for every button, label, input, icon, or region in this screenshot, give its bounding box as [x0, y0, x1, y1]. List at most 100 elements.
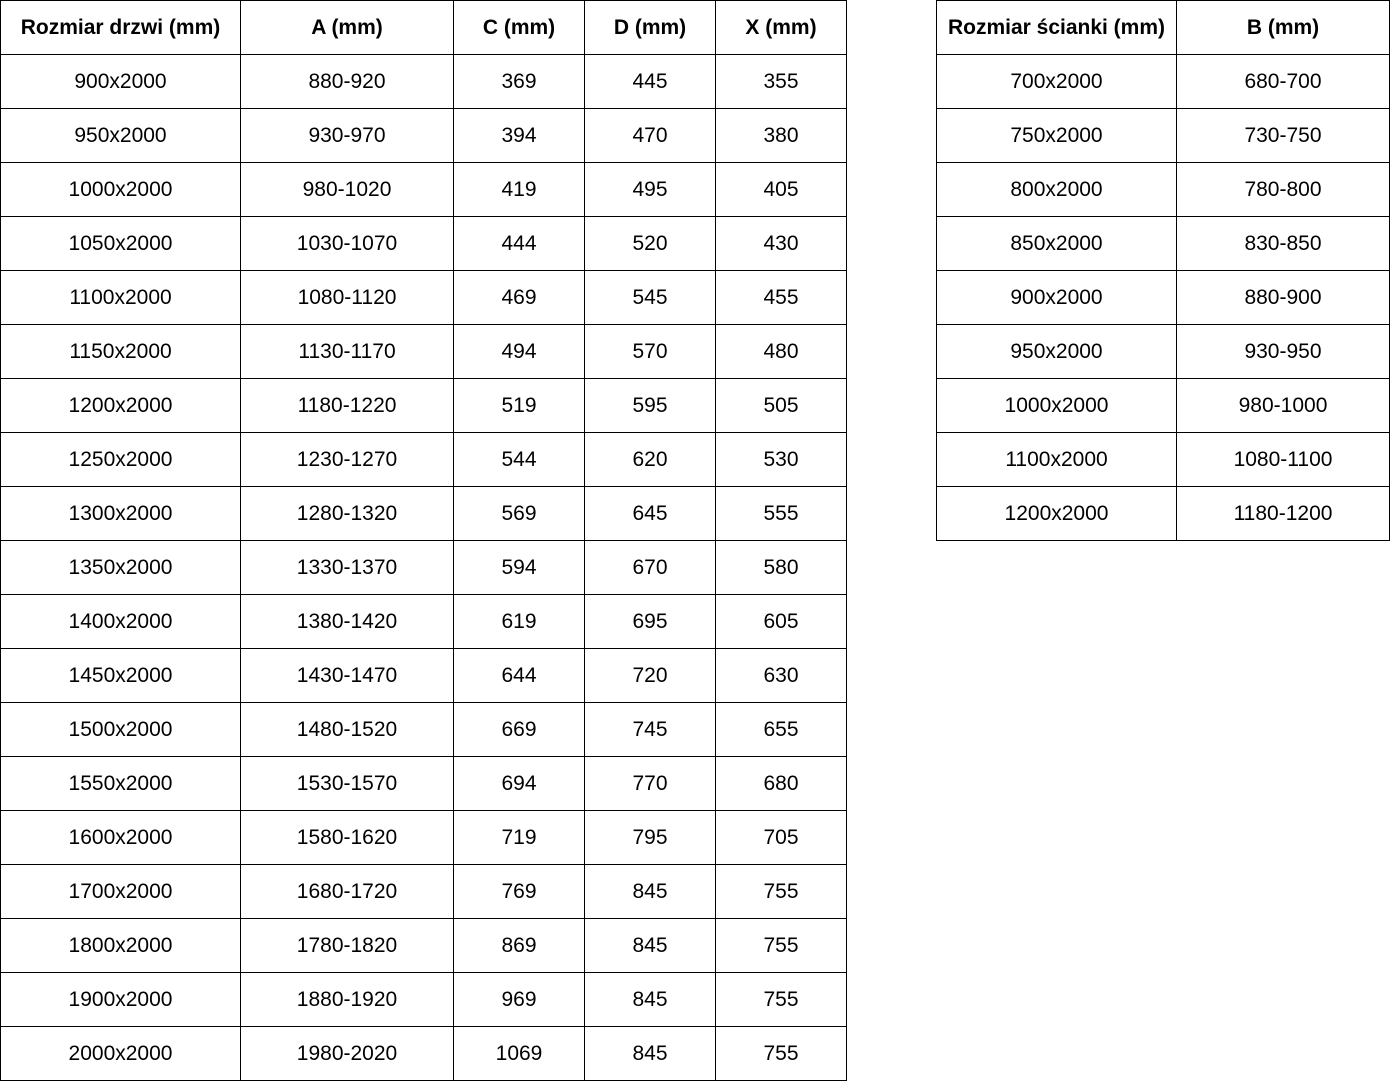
- table-cell: 695: [584, 594, 716, 649]
- table-cell: 1200x2000: [0, 378, 241, 433]
- table-cell: 1180-1200: [1176, 486, 1390, 541]
- table-row: 850x2000 830-850: [936, 216, 1390, 271]
- table-cell: 630: [715, 648, 847, 703]
- table-cell: 670: [584, 540, 716, 595]
- table-row: 1400x2000 1380-1420 619 695 605: [0, 594, 847, 649]
- table-cell: 755: [715, 1026, 847, 1081]
- table-cell: 1100x2000: [0, 270, 241, 325]
- table-cell: 720: [584, 648, 716, 703]
- table-cell: 620: [584, 432, 716, 487]
- table-cell: 355: [715, 54, 847, 109]
- table-cell: 845: [584, 918, 716, 973]
- table-cell: 1400x2000: [0, 594, 241, 649]
- table-cell: 494: [453, 324, 585, 379]
- table-cell: 505: [715, 378, 847, 433]
- table-row: 1200x2000 1180-1200: [936, 486, 1390, 541]
- table-cell: 1180-1220: [240, 378, 454, 433]
- table-cell: 1200x2000: [936, 486, 1177, 541]
- table-cell: 430: [715, 216, 847, 271]
- table-cell: 520: [584, 216, 716, 271]
- table-row: 900x2000 880-920 369 445 355: [0, 54, 847, 109]
- door-sizes-table: Rozmiar drzwi (mm) A (mm) C (mm) D (mm) X (m…: [0, 0, 847, 1081]
- table-cell: 1780-1820: [240, 918, 454, 973]
- table-cell: 950x2000: [0, 108, 241, 163]
- table-cell: 700x2000: [936, 54, 1177, 109]
- table-cell: 455: [715, 270, 847, 325]
- table-cell: 719: [453, 810, 585, 865]
- table-cell: 1100x2000: [936, 432, 1177, 487]
- table-cell: 1800x2000: [0, 918, 241, 973]
- table-cell: 380: [715, 108, 847, 163]
- table-cell: 755: [715, 972, 847, 1027]
- table-cell: 830-850: [1176, 216, 1390, 271]
- table-cell: 769: [453, 864, 585, 919]
- table-cell: 880-920: [240, 54, 454, 109]
- table-cell: 869: [453, 918, 585, 973]
- table-cell: 1450x2000: [0, 648, 241, 703]
- table-cell: 594: [453, 540, 585, 595]
- table-row: 1500x2000 1480-1520 669 745 655: [0, 702, 847, 757]
- table-cell: 1600x2000: [0, 810, 241, 865]
- table-row: 950x2000 930-950: [936, 324, 1390, 379]
- table-cell: 1680-1720: [240, 864, 454, 919]
- table-cell: 705: [715, 810, 847, 865]
- table-cell: 1000x2000: [0, 162, 241, 217]
- table-cell: 1580-1620: [240, 810, 454, 865]
- table-cell: 570: [584, 324, 716, 379]
- table-cell: 1000x2000: [936, 378, 1177, 433]
- table-cell: 595: [584, 378, 716, 433]
- table-row: 1700x2000 1680-1720 769 845 755: [0, 864, 847, 919]
- table-cell: 519: [453, 378, 585, 433]
- table-cell: 655: [715, 702, 847, 757]
- table-cell: 580: [715, 540, 847, 595]
- table-cell: 369: [453, 54, 585, 109]
- table-cell: 1980-2020: [240, 1026, 454, 1081]
- table-cell: 545: [584, 270, 716, 325]
- table-row: 1000x2000 980-1000: [936, 378, 1390, 433]
- table-row: 1600x2000 1580-1620 719 795 705: [0, 810, 847, 865]
- table-row: 700x2000 680-700: [936, 54, 1390, 109]
- table-cell: 445: [584, 54, 716, 109]
- table-cell: 845: [584, 1026, 716, 1081]
- table-cell: 1500x2000: [0, 702, 241, 757]
- table-row: 1100x2000 1080-1120 469 545 455: [0, 270, 847, 325]
- table-cell: 480: [715, 324, 847, 379]
- table-cell: 900x2000: [0, 54, 241, 109]
- table-row: 1150x2000 1130-1170 494 570 480: [0, 324, 847, 379]
- table-cell: 900x2000: [936, 270, 1177, 325]
- table-cell: 930-950: [1176, 324, 1390, 379]
- table-cell: 680-700: [1176, 54, 1390, 109]
- table-cell: 1130-1170: [240, 324, 454, 379]
- wall-panel-sizes-table: Rozmiar ścianki (mm) B (mm) 700x2000 680-70…: [936, 0, 1390, 541]
- column-header: Rozmiar drzwi (mm): [0, 0, 241, 55]
- table-cell: 605: [715, 594, 847, 649]
- table-cell: 619: [453, 594, 585, 649]
- table-cell: 419: [453, 162, 585, 217]
- table-cell: 1700x2000: [0, 864, 241, 919]
- table-cell: 950x2000: [936, 324, 1177, 379]
- table-row: 1900x2000 1880-1920 969 845 755: [0, 972, 847, 1027]
- table-cell: 800x2000: [936, 162, 1177, 217]
- table-cell: 795: [584, 810, 716, 865]
- table-cell: 405: [715, 162, 847, 217]
- header-row: Rozmiar ścianki (mm) B (mm): [936, 0, 1390, 55]
- table-row: 1100x2000 1080-1100: [936, 432, 1390, 487]
- table-cell: 969: [453, 972, 585, 1027]
- table-cell: 1430-1470: [240, 648, 454, 703]
- table-row: 1000x2000 980-1020 419 495 405: [0, 162, 847, 217]
- table-row: 2000x2000 1980-2020 1069 845 755: [0, 1026, 847, 1081]
- table-cell: 1330-1370: [240, 540, 454, 595]
- table-cell: 1280-1320: [240, 486, 454, 541]
- table-cell: 770: [584, 756, 716, 811]
- column-header: Rozmiar ścianki (mm): [936, 0, 1177, 55]
- table-cell: 1880-1920: [240, 972, 454, 1027]
- table-cell: 755: [715, 918, 847, 973]
- table-cell: 1300x2000: [0, 486, 241, 541]
- table-cell: 469: [453, 270, 585, 325]
- table-cell: 750x2000: [936, 108, 1177, 163]
- table-cell: 1250x2000: [0, 432, 241, 487]
- table-row: 750x2000 730-750: [936, 108, 1390, 163]
- table-cell: 555: [715, 486, 847, 541]
- table-cell: 1550x2000: [0, 756, 241, 811]
- table-cell: 730-750: [1176, 108, 1390, 163]
